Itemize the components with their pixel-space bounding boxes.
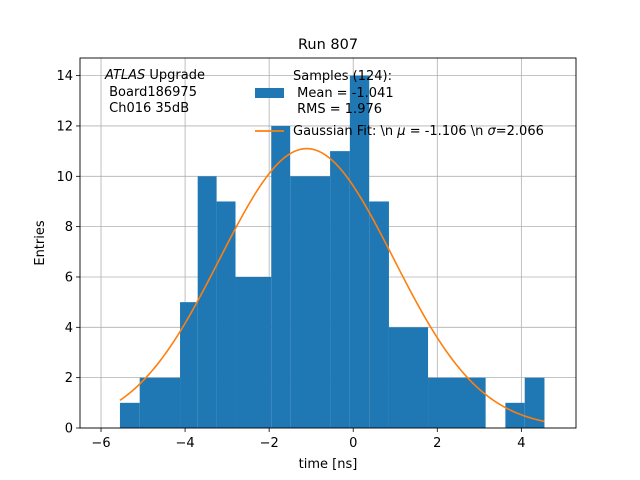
chart-title: Run 807 [298, 37, 358, 53]
legend-histogram-line-2: Mean = -1.041 [293, 86, 394, 101]
histogram-bar [216, 201, 236, 428]
y-tick-label: 0 [65, 422, 73, 437]
annotation-line-3: Ch016 35dB [105, 101, 189, 116]
y-axis-ticks: 0 2 4 6 8 10 12 14 [56, 69, 80, 437]
y-tick-label: 6 [65, 270, 73, 285]
atlas-annotation: ATLAS Upgrade Board186975 Ch016 35dB [104, 68, 205, 116]
legend-fit-sigma: σ [488, 124, 497, 139]
histogram-bar [290, 176, 331, 428]
histogram-bar [139, 377, 181, 428]
histogram-bar [369, 201, 389, 428]
histogram-bar [428, 377, 486, 428]
legend-fit-post: =2.066 [496, 124, 544, 139]
x-tick-label: 0 [349, 436, 357, 451]
y-tick-label: 4 [65, 321, 73, 336]
legend-histogram-swatch [255, 88, 284, 98]
annotation-atlas: ATLAS [104, 68, 145, 83]
legend-fit-mid: = -1.106 \n [406, 124, 488, 139]
annotation-line-1: ATLAS Upgrade [104, 68, 205, 83]
histogram-bar [349, 75, 370, 428]
histogram-bar [388, 327, 429, 428]
y-tick-label: 8 [65, 220, 73, 235]
legend-fit-text: Gaussian Fit: \n μ = -1.106 \n σ=2.066 [293, 124, 544, 139]
histogram-bar [180, 302, 198, 428]
histogram-bar [119, 402, 140, 428]
legend-fit-pre: Gaussian Fit: \n [293, 124, 397, 139]
gaussian-fit-curve [119, 147, 545, 423]
y-axis-label: Entries [33, 220, 48, 266]
x-tick-label: −6 [91, 436, 110, 451]
histogram-bars [119, 75, 545, 429]
histogram-bar [235, 276, 272, 428]
histogram-bar [197, 176, 217, 428]
legend-histogram-line-1: Samples (124): [293, 69, 392, 84]
legend-fit-mu: μ [396, 124, 405, 139]
y-tick-label: 2 [65, 371, 73, 386]
y-tick-label: 14 [56, 69, 73, 84]
y-tick-label: 10 [56, 170, 73, 185]
annotation-upgrade: Upgrade [145, 68, 205, 83]
histogram-bar [271, 125, 291, 429]
legend: Samples (124): Mean = -1.041 RMS = 1.976… [255, 69, 544, 139]
histogram-bar [524, 377, 545, 428]
legend-histogram-line-3: RMS = 1.976 [293, 102, 382, 117]
x-tick-label: −2 [260, 436, 279, 451]
x-tick-label: −4 [175, 436, 194, 451]
annotation-line-2: Board186975 [105, 85, 197, 100]
y-tick-label: 12 [56, 119, 73, 134]
histogram-bar [330, 151, 350, 428]
plot-frame [79, 57, 577, 429]
histogram-bar [505, 402, 525, 428]
x-tick-label: 2 [433, 436, 441, 451]
x-axis-ticks: −6 −4 −2 0 2 4 [91, 428, 525, 451]
x-tick-label: 4 [517, 436, 525, 451]
x-axis-label: time [ns] [299, 457, 358, 472]
